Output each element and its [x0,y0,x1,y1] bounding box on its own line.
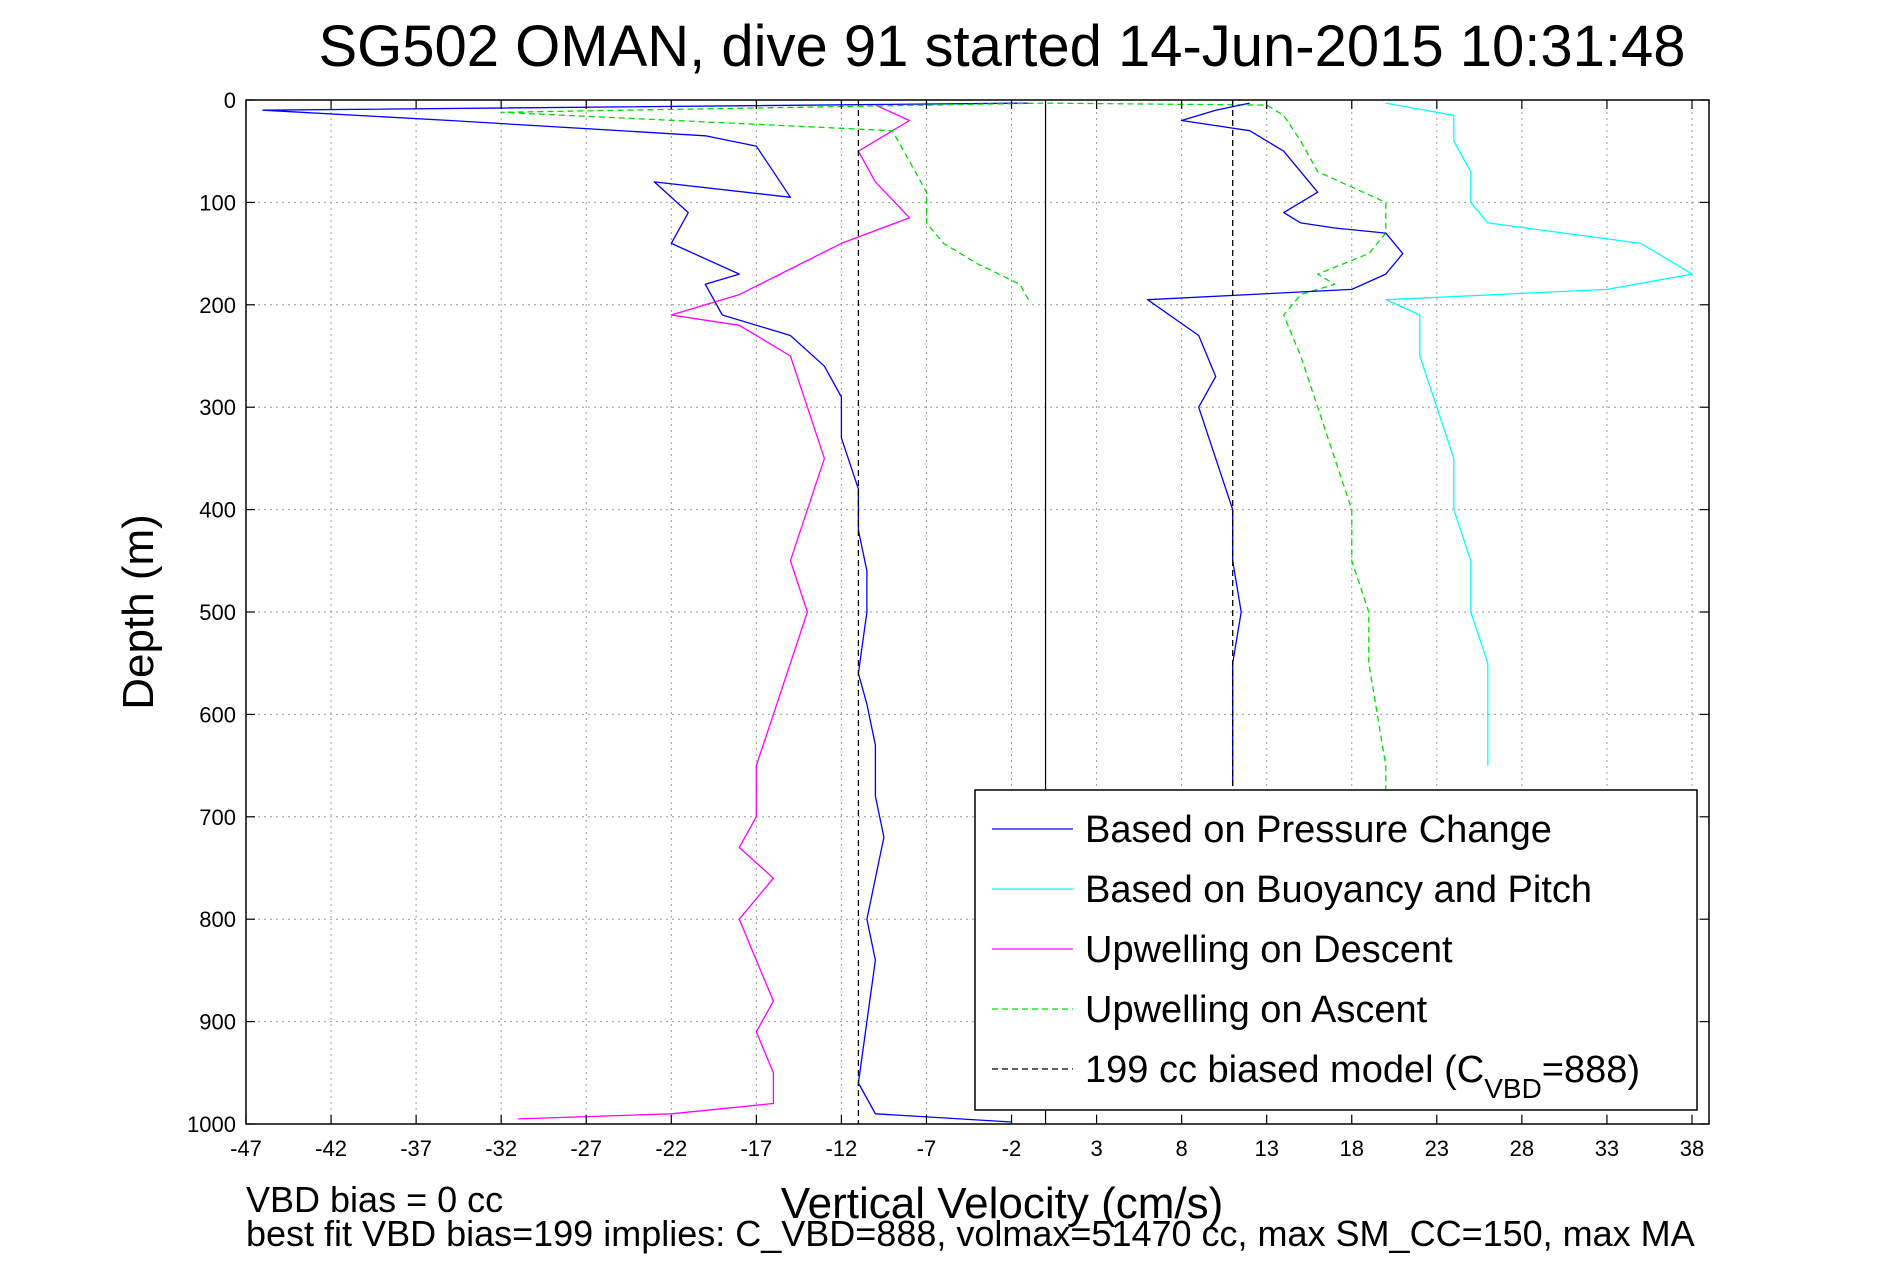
series-line-0 [262,102,1029,1123]
chart-title: SG502 OMAN, dive 91 started 14-Jun-2015 … [318,14,1685,79]
legend-box [974,789,1698,1111]
legend-label: Upwelling on Descent [1085,929,1453,971]
x-tick-label: -2 [1002,1136,1022,1161]
series-line-3 [1385,102,1693,766]
x-tick-label: 13 [1254,1136,1278,1161]
x-tick-label: 8 [1176,1136,1188,1161]
footnote-best-fit: best fit VBD bias=199 implies: C_VBD=888… [246,1213,1695,1254]
series-layer [262,100,1693,1124]
y-axis-ticks: 0 100 200 300 400 500 600 700 800 900 1000 [187,88,1709,1137]
legend: Based on Pressure Change Based on Buoyanc… [974,789,1698,1111]
x-tick-label: -12 [826,1136,858,1161]
y-tick-label: 800 [199,907,236,932]
y-tick-label: 600 [199,702,236,727]
y-axis-label: Depth (m) [114,514,163,710]
x-tick-label: -42 [315,1136,347,1161]
x-tick-label: -7 [917,1136,937,1161]
y-tick-label: 700 [199,805,236,830]
series-line-4 [1146,102,1404,787]
footnote-vbd-bias: VBD bias = 0 cc [246,1179,503,1220]
x-tick-label: 28 [1510,1136,1534,1161]
x-tick-label: 33 [1595,1136,1619,1161]
x-tick-label: 38 [1680,1136,1704,1161]
x-tick-label: -22 [655,1136,687,1161]
legend-label: 199 cc biased model (CVBD=888) [1085,1049,1640,1104]
y-tick-label: 0 [224,88,236,113]
x-axis-ticks: -47 -42 -37 -32 -27 -22 -17 -12 -7 -2 3 8 13 18 23 28 33… [230,100,1704,1161]
x-tick-label: -17 [740,1136,772,1161]
y-tick-label: 1000 [187,1112,236,1137]
y-tick-label: 100 [199,190,236,215]
y-tick-label: 300 [199,395,236,420]
x-tick-label: -37 [400,1136,432,1161]
series-line-1 [518,104,911,1120]
legend-items: Based on Pressure Change Based on Buoyanc… [992,809,1640,1104]
y-tick-label: 400 [199,498,236,523]
x-tick-label: 23 [1425,1136,1449,1161]
y-tick-label: 900 [199,1010,236,1035]
legend-label: Upwelling on Ascent [1085,989,1428,1031]
x-tick-label: -47 [230,1136,262,1161]
y-tick-label: 200 [199,293,236,318]
x-tick-label: -27 [570,1136,602,1161]
x-tick-label: -32 [485,1136,517,1161]
x-tick-label: 18 [1340,1136,1364,1161]
x-tick-label: 3 [1090,1136,1102,1161]
legend-label: Based on Pressure Change [1085,809,1552,851]
x-axis-label: Vertical Velocity (cm/s) [781,1179,1224,1228]
y-tick-label: 500 [199,600,236,625]
legend-label: Based on Buoyancy and Pitch [1085,869,1592,911]
